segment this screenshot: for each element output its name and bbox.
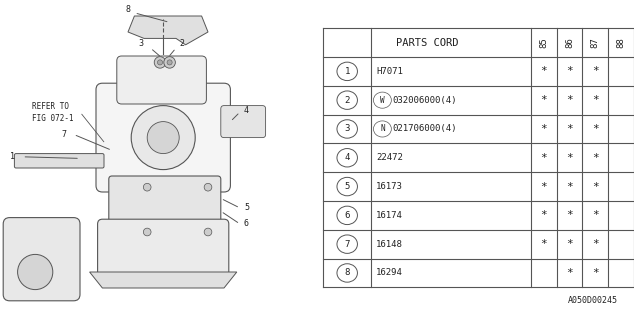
Text: *: * bbox=[566, 268, 573, 278]
Text: 86: 86 bbox=[565, 37, 574, 48]
Text: *: * bbox=[592, 124, 598, 134]
Text: *: * bbox=[566, 210, 573, 220]
Text: 3: 3 bbox=[138, 39, 143, 48]
Text: *: * bbox=[541, 124, 547, 134]
Text: *: * bbox=[541, 153, 547, 163]
Text: 6: 6 bbox=[244, 220, 249, 228]
Text: *: * bbox=[566, 239, 573, 249]
Circle shape bbox=[147, 122, 179, 154]
Text: *: * bbox=[592, 66, 598, 76]
Text: 88: 88 bbox=[616, 37, 625, 48]
Text: *: * bbox=[592, 239, 598, 249]
Text: 8: 8 bbox=[125, 5, 131, 14]
Text: A050D00245: A050D00245 bbox=[568, 296, 618, 305]
Text: 6: 6 bbox=[344, 211, 350, 220]
Text: *: * bbox=[566, 124, 573, 134]
Text: *: * bbox=[592, 153, 598, 163]
FancyBboxPatch shape bbox=[98, 219, 229, 277]
Text: *: * bbox=[541, 239, 547, 249]
Circle shape bbox=[157, 60, 163, 65]
Text: 16174: 16174 bbox=[376, 211, 403, 220]
Text: 16148: 16148 bbox=[376, 240, 403, 249]
Circle shape bbox=[143, 183, 151, 191]
FancyBboxPatch shape bbox=[116, 56, 206, 104]
Text: REFER TO
FIG 072-1: REFER TO FIG 072-1 bbox=[32, 102, 74, 123]
Circle shape bbox=[164, 57, 175, 68]
Text: N: N bbox=[380, 124, 385, 133]
Text: *: * bbox=[592, 210, 598, 220]
Text: 2: 2 bbox=[180, 39, 185, 48]
Text: 4: 4 bbox=[344, 153, 350, 162]
Text: 021706000(4): 021706000(4) bbox=[393, 124, 457, 133]
FancyBboxPatch shape bbox=[15, 154, 104, 168]
Text: 3: 3 bbox=[344, 124, 350, 133]
Text: *: * bbox=[566, 66, 573, 76]
Text: *: * bbox=[541, 95, 547, 105]
Text: 5: 5 bbox=[344, 182, 350, 191]
Text: 1: 1 bbox=[344, 67, 350, 76]
FancyBboxPatch shape bbox=[3, 218, 80, 301]
Circle shape bbox=[204, 183, 212, 191]
Text: *: * bbox=[541, 181, 547, 192]
Text: *: * bbox=[541, 210, 547, 220]
Circle shape bbox=[143, 228, 151, 236]
Text: H7071: H7071 bbox=[376, 67, 403, 76]
Polygon shape bbox=[90, 272, 237, 288]
Circle shape bbox=[167, 60, 172, 65]
Circle shape bbox=[154, 57, 166, 68]
Text: 7: 7 bbox=[344, 240, 350, 249]
Text: *: * bbox=[566, 95, 573, 105]
Text: 1: 1 bbox=[10, 152, 15, 161]
Text: *: * bbox=[566, 181, 573, 192]
Circle shape bbox=[18, 254, 53, 290]
Text: 032006000(4): 032006000(4) bbox=[393, 96, 457, 105]
Text: 4: 4 bbox=[244, 106, 249, 115]
Text: 7: 7 bbox=[61, 130, 67, 139]
Text: *: * bbox=[541, 66, 547, 76]
Text: PARTS CORD: PARTS CORD bbox=[396, 37, 458, 48]
FancyBboxPatch shape bbox=[109, 176, 221, 234]
FancyBboxPatch shape bbox=[96, 83, 230, 192]
Text: 22472: 22472 bbox=[376, 153, 403, 162]
Text: W: W bbox=[380, 96, 385, 105]
Text: *: * bbox=[592, 95, 598, 105]
Text: 85: 85 bbox=[540, 37, 548, 48]
Circle shape bbox=[204, 228, 212, 236]
Text: 5: 5 bbox=[244, 204, 249, 212]
Circle shape bbox=[131, 106, 195, 170]
Text: 16294: 16294 bbox=[376, 268, 403, 277]
Text: 8: 8 bbox=[344, 268, 350, 277]
Text: 2: 2 bbox=[344, 96, 350, 105]
Text: 16173: 16173 bbox=[376, 182, 403, 191]
Polygon shape bbox=[128, 16, 208, 45]
FancyBboxPatch shape bbox=[221, 106, 266, 138]
Text: *: * bbox=[592, 181, 598, 192]
Text: *: * bbox=[566, 153, 573, 163]
Text: 87: 87 bbox=[591, 37, 600, 48]
Text: *: * bbox=[592, 268, 598, 278]
